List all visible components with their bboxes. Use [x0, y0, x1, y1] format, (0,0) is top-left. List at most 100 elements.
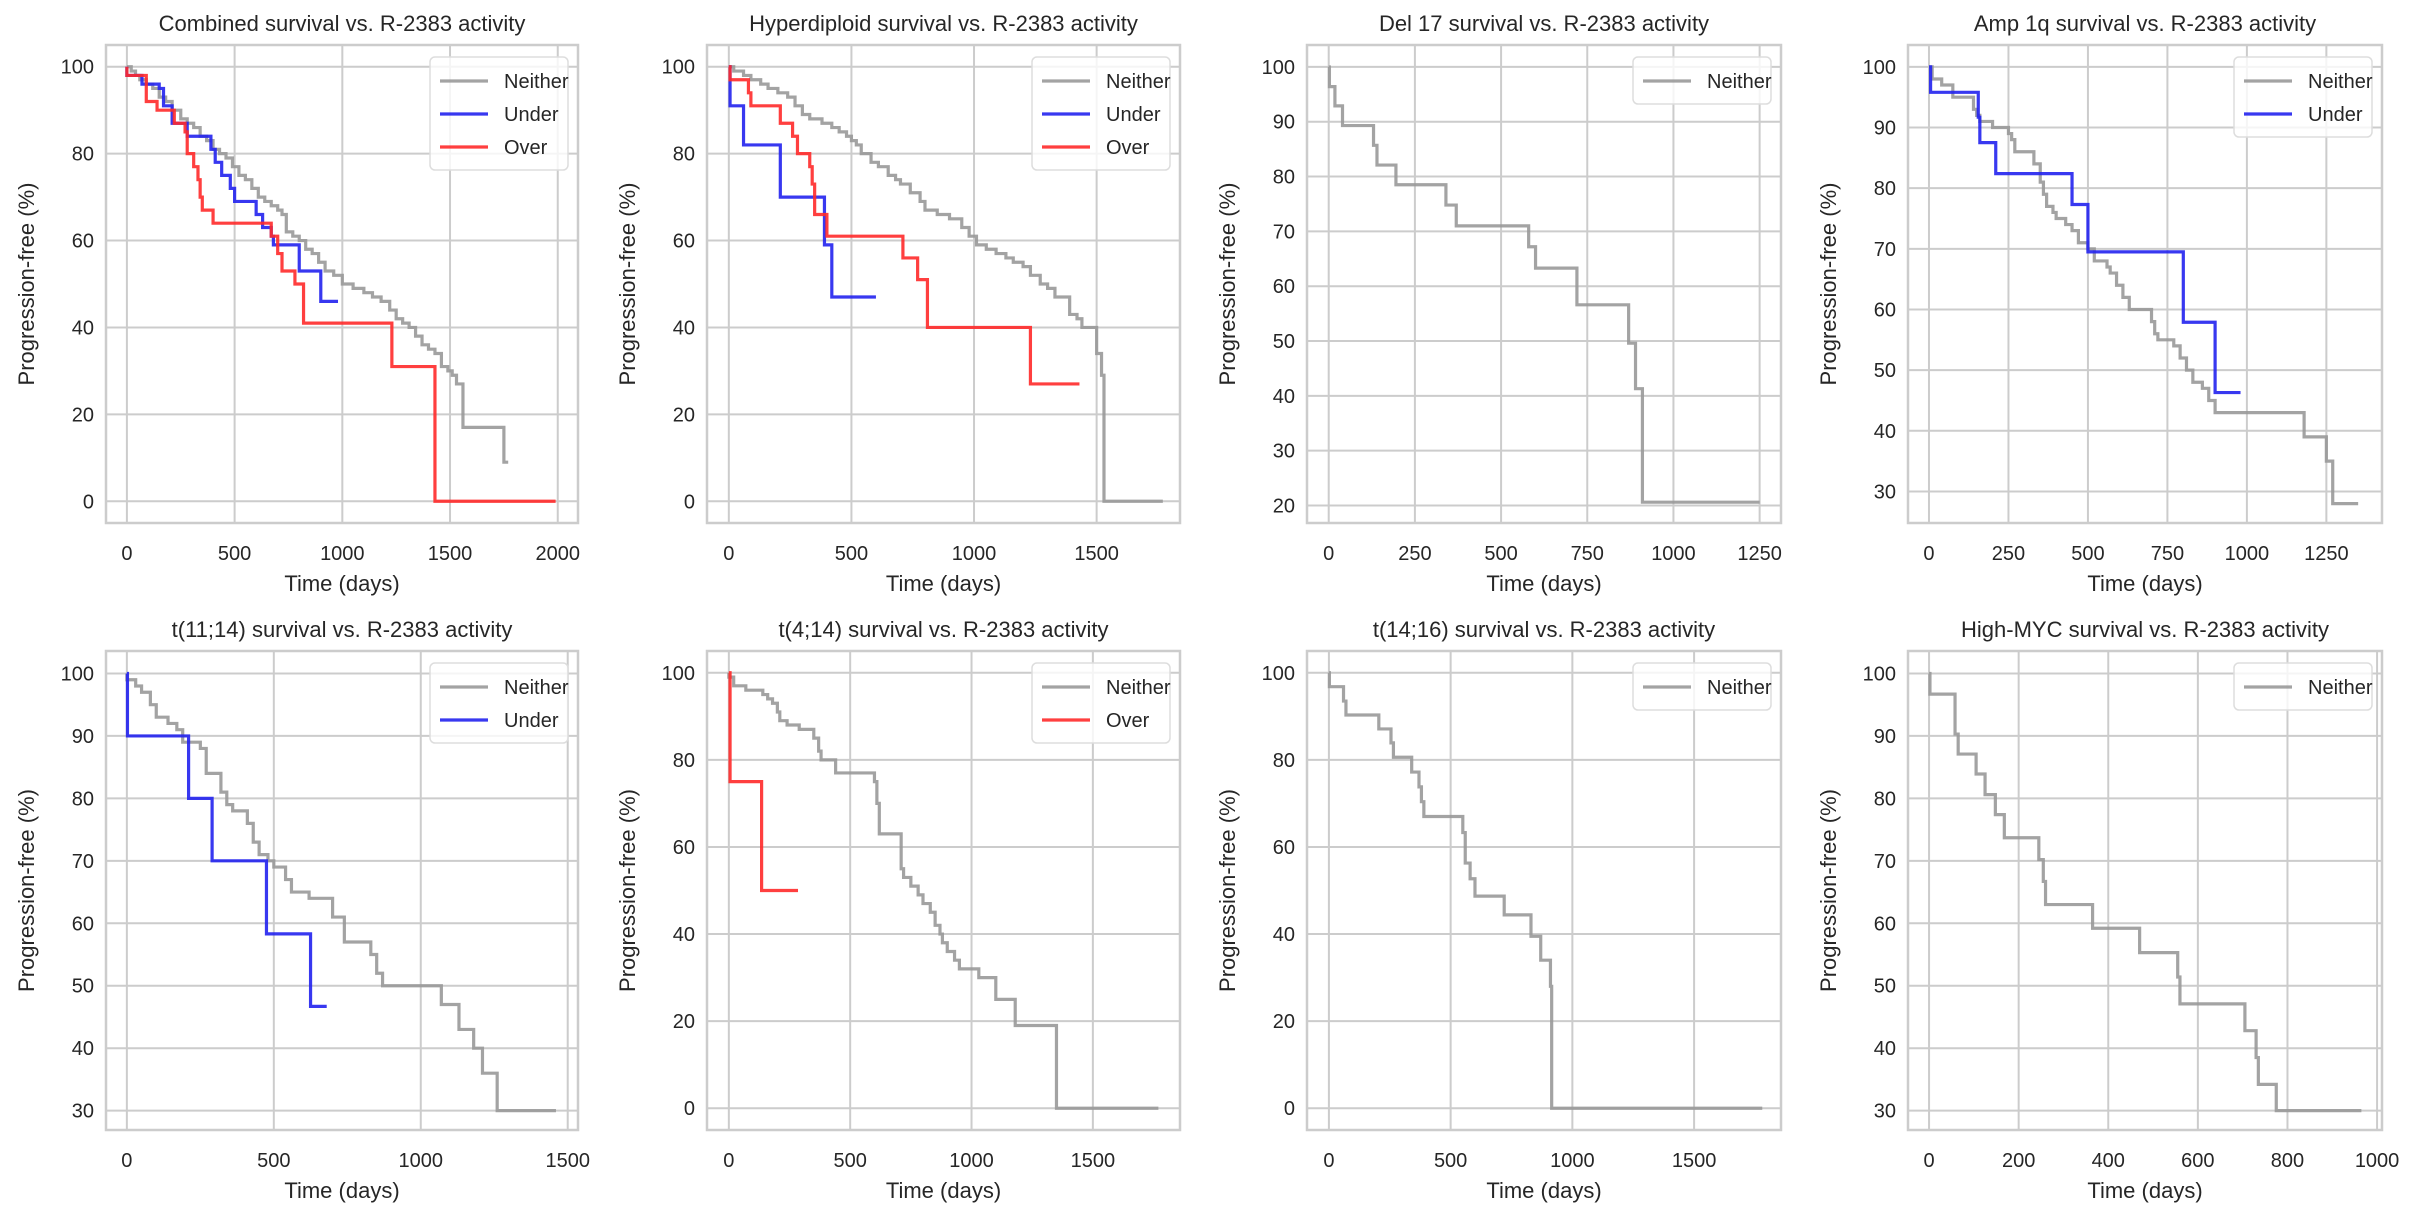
- y-tick-label: 40: [673, 317, 695, 339]
- panel-amp-1q: 0 250 500 750 1000 1250 30 40 50 60 70 80 90 100 Neith…: [1816, 11, 2384, 596]
- legend-box: [1632, 56, 1772, 105]
- x-tick-label: 1250: [2304, 543, 2349, 565]
- x-tick-label: 1500: [1672, 1150, 1717, 1172]
- x-tick-label: 0: [1323, 1150, 1334, 1172]
- series-line-neither: [125, 673, 556, 1113]
- plot-area: [1908, 651, 2382, 1130]
- y-tick-label: 90: [72, 726, 94, 748]
- y-tick-label: 50: [72, 976, 94, 998]
- x-tick-label: 1000: [2225, 543, 2270, 565]
- legend-box: [1031, 662, 1171, 744]
- y-tick-label: 80: [1874, 788, 1896, 810]
- y-axis-label: Progression-free (%): [14, 789, 39, 992]
- x-tick-label: 500: [833, 1150, 866, 1172]
- x-tick-label: 1500: [1074, 543, 1119, 565]
- legend: Neither Over: [1031, 662, 1171, 744]
- y-tick-label: 60: [1273, 276, 1295, 298]
- series-line-over: [728, 65, 1080, 386]
- axes-frame: [1305, 43, 1783, 525]
- y-tick-label: 80: [1273, 750, 1295, 772]
- x-tick-label: 500: [2071, 543, 2104, 565]
- legend-label-neither: Neither: [2308, 677, 2373, 699]
- chart-title: High-MYC survival vs. R-2383 activity: [1961, 617, 2329, 642]
- panel-t-11-14: 0 500 1000 1500 30 40 50 60 70 80 90 100 Neither Unde…: [14, 617, 590, 1203]
- panel-high-myc: 0 200 400 600 800 1000 30 40 50 60 70 80 90 100 Neithe…: [1816, 617, 2399, 1203]
- y-tick-label: 0: [684, 491, 695, 513]
- legend-label-neither: Neither: [504, 677, 569, 699]
- chart-title: Amp 1q survival vs. R-2383 activity: [1974, 11, 2316, 36]
- y-tick-label: 80: [72, 144, 94, 166]
- chart-title: t(4;14) survival vs. R-2383 activity: [778, 617, 1108, 642]
- y-tick-label: 20: [1273, 495, 1295, 517]
- axes-frame: [104, 649, 580, 1132]
- legend-box: [2233, 56, 2373, 138]
- y-tick-label: 100: [1262, 57, 1295, 79]
- legend-label-neither: Neither: [1707, 71, 1772, 93]
- y-tick-label: 60: [1273, 837, 1295, 859]
- x-axis-label: Time (days): [2087, 1178, 2202, 1203]
- axes-frame: [1305, 649, 1783, 1132]
- axes-frame: [705, 43, 1182, 525]
- y-tick-label: 80: [673, 144, 695, 166]
- y-tick-label: 90: [1874, 117, 1896, 139]
- y-tick-label: 80: [1273, 167, 1295, 189]
- panel-t-14-16: 0 500 1000 1500 0 20 40 60 80 100 Neither t(14;16) …: [1215, 617, 1783, 1203]
- x-tick-label: 0: [723, 1150, 734, 1172]
- x-axis-label: Time (days): [284, 1178, 399, 1203]
- y-tick-label: 30: [72, 1101, 94, 1123]
- axes-frame: [1906, 649, 2384, 1132]
- x-tick-label: 250: [1398, 543, 1431, 565]
- legend: Neither Under Over: [1031, 56, 1171, 171]
- x-tick-label: 1000: [1550, 1150, 1595, 1172]
- y-tick-label: 40: [1273, 386, 1295, 408]
- y-tick-label: 20: [673, 1011, 695, 1033]
- y-tick-label: 30: [1874, 1101, 1896, 1123]
- panel-hyperdiploid: 0 500 1000 1500 0 20 40 60 80 100 Neither Under Over…: [615, 11, 1182, 596]
- legend: Neither Under: [2233, 56, 2373, 138]
- y-tick-label: 60: [72, 231, 94, 253]
- legend-label-neither: Neither: [1106, 71, 1171, 93]
- y-tick-label: 50: [1874, 360, 1896, 382]
- series-line-under: [728, 65, 876, 299]
- y-tick-label: 30: [1874, 481, 1896, 503]
- y-tick-label: 20: [673, 404, 695, 426]
- x-tick-label: 0: [1923, 1150, 1934, 1172]
- y-tick-label: 70: [72, 851, 94, 873]
- legend-box: [429, 56, 569, 171]
- y-tick-label: 40: [72, 1038, 94, 1060]
- legend-label-neither: Neither: [504, 71, 569, 93]
- series-line-neither: [1327, 65, 1760, 504]
- y-tick-label: 60: [72, 913, 94, 935]
- series-line-neither: [1928, 671, 2362, 1113]
- y-tick-label: 80: [673, 750, 695, 772]
- y-tick-label: 100: [61, 663, 94, 685]
- legend: Neither: [2233, 662, 2373, 711]
- y-axis-label: Progression-free (%): [615, 183, 640, 386]
- chart-title: t(11;14) survival vs. R-2383 activity: [172, 617, 513, 642]
- x-tick-label: 1000: [2355, 1150, 2400, 1172]
- x-axis-label: Time (days): [1486, 571, 1601, 596]
- x-axis-label: Time (days): [2087, 571, 2202, 596]
- x-tick-label: 1000: [1651, 543, 1696, 565]
- series-line-neither: [1327, 671, 1763, 1110]
- panel-del-17: 0 250 500 750 1000 1250 20 30 40 50 60 70 80 90 100 Nei…: [1215, 11, 1783, 596]
- legend: Neither Under: [429, 662, 569, 744]
- series-line-under: [1928, 65, 2241, 395]
- plot-area: [1307, 651, 1781, 1130]
- series-line-neither: [728, 65, 1163, 503]
- chart-title: t(14;16) survival vs. R-2383 activity: [1373, 617, 1715, 642]
- x-tick-label: 200: [2002, 1150, 2035, 1172]
- y-tick-label: 60: [1874, 913, 1896, 935]
- x-tick-label: 0: [1323, 543, 1334, 565]
- legend: Neither: [1632, 662, 1772, 711]
- x-tick-label: 0: [723, 543, 734, 565]
- y-tick-label: 100: [662, 663, 695, 685]
- y-tick-label: 0: [83, 491, 94, 513]
- x-tick-label: 750: [1571, 543, 1604, 565]
- y-tick-label: 30: [1273, 441, 1295, 463]
- x-tick-label: 500: [1484, 543, 1517, 565]
- y-tick-label: 50: [1874, 976, 1896, 998]
- x-tick-label: 1500: [428, 543, 473, 565]
- y-tick-label: 80: [1874, 178, 1896, 200]
